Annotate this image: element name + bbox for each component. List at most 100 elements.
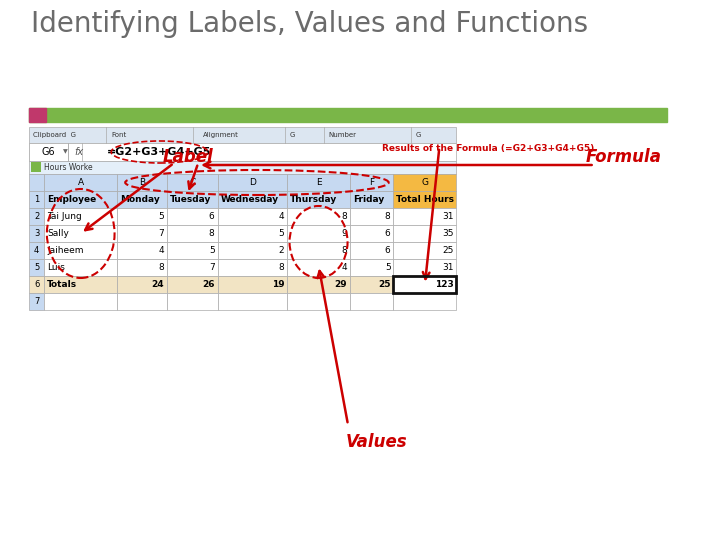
Text: 4: 4 bbox=[34, 246, 40, 255]
Text: ▼: ▼ bbox=[63, 150, 68, 154]
Bar bbox=[217, 276, 287, 293]
Bar bbox=[217, 293, 287, 310]
Text: Tuesday: Tuesday bbox=[170, 195, 212, 204]
Text: 5: 5 bbox=[158, 212, 164, 221]
Text: A: A bbox=[78, 178, 84, 187]
Text: Hours Worke: Hours Worke bbox=[43, 163, 92, 172]
Text: 6: 6 bbox=[209, 212, 215, 221]
Bar bbox=[117, 225, 167, 242]
Text: Results of the Formula (=G2+G3+G4+G5): Results of the Formula (=G2+G3+G4+G5) bbox=[382, 145, 594, 153]
Bar bbox=[45, 208, 117, 225]
Text: 6: 6 bbox=[384, 229, 390, 238]
Bar bbox=[287, 191, 350, 208]
Bar bbox=[350, 191, 393, 208]
Text: Sally: Sally bbox=[48, 229, 69, 238]
Bar bbox=[350, 276, 393, 293]
Text: 26: 26 bbox=[202, 280, 215, 289]
Bar bbox=[29, 191, 45, 208]
Text: Totals: Totals bbox=[48, 280, 78, 289]
Bar bbox=[117, 208, 167, 225]
Text: 6: 6 bbox=[34, 280, 40, 289]
Bar bbox=[45, 225, 117, 242]
Bar bbox=[393, 259, 456, 276]
Bar bbox=[29, 259, 45, 276]
Bar bbox=[287, 293, 350, 310]
Text: Wednesday: Wednesday bbox=[220, 195, 279, 204]
Text: Formula: Formula bbox=[585, 148, 662, 166]
Text: Identifying Labels, Values and Functions: Identifying Labels, Values and Functions bbox=[31, 10, 588, 38]
Text: 2: 2 bbox=[279, 246, 284, 255]
Bar bbox=[29, 242, 45, 259]
Text: Employee: Employee bbox=[48, 195, 96, 204]
Text: 7: 7 bbox=[158, 229, 164, 238]
Bar bbox=[45, 259, 117, 276]
Text: 8: 8 bbox=[341, 212, 347, 221]
Text: Jaiheem: Jaiheem bbox=[48, 246, 84, 255]
Text: 4: 4 bbox=[279, 212, 284, 221]
Bar bbox=[29, 108, 667, 122]
Bar bbox=[287, 242, 350, 259]
Bar bbox=[29, 174, 45, 191]
Bar bbox=[167, 259, 217, 276]
Text: Font: Font bbox=[111, 132, 127, 138]
Text: 8: 8 bbox=[279, 263, 284, 272]
Bar bbox=[167, 242, 217, 259]
Text: F: F bbox=[369, 178, 374, 187]
Bar bbox=[45, 191, 117, 208]
Bar bbox=[29, 225, 45, 242]
Text: 9: 9 bbox=[341, 229, 347, 238]
Bar bbox=[167, 293, 217, 310]
Text: 8: 8 bbox=[209, 229, 215, 238]
Bar bbox=[31, 162, 40, 172]
Bar bbox=[117, 259, 167, 276]
Bar bbox=[217, 191, 287, 208]
Bar bbox=[393, 225, 456, 242]
Text: fx: fx bbox=[74, 147, 84, 157]
Bar bbox=[393, 208, 456, 225]
Bar bbox=[350, 259, 393, 276]
Bar bbox=[29, 127, 456, 143]
Bar bbox=[167, 225, 217, 242]
Bar bbox=[393, 293, 456, 310]
Bar bbox=[217, 242, 287, 259]
Bar bbox=[167, 208, 217, 225]
Bar bbox=[350, 242, 393, 259]
Bar bbox=[287, 276, 350, 293]
Bar bbox=[29, 143, 456, 161]
Text: G6: G6 bbox=[42, 147, 55, 157]
Text: 5: 5 bbox=[279, 229, 284, 238]
Text: 35: 35 bbox=[442, 229, 454, 238]
Text: Values: Values bbox=[346, 433, 408, 451]
Bar bbox=[393, 242, 456, 259]
Text: 123: 123 bbox=[435, 280, 454, 289]
Bar bbox=[45, 293, 117, 310]
Text: 24: 24 bbox=[152, 280, 164, 289]
Bar bbox=[167, 191, 217, 208]
Bar bbox=[393, 276, 456, 293]
Text: 19: 19 bbox=[271, 280, 284, 289]
Text: 31: 31 bbox=[442, 212, 454, 221]
Text: E: E bbox=[316, 178, 321, 187]
Bar bbox=[393, 174, 456, 191]
Bar bbox=[29, 293, 45, 310]
Bar bbox=[393, 276, 456, 293]
Bar bbox=[117, 191, 167, 208]
Text: C: C bbox=[189, 178, 196, 187]
Bar bbox=[217, 259, 287, 276]
Text: Clipboard  G: Clipboard G bbox=[33, 132, 76, 138]
Text: 8: 8 bbox=[384, 212, 390, 221]
Bar bbox=[45, 276, 117, 293]
Text: Alignment: Alignment bbox=[203, 132, 239, 138]
Bar bbox=[287, 208, 350, 225]
Bar bbox=[217, 208, 287, 225]
Bar bbox=[29, 161, 456, 174]
Bar bbox=[29, 276, 45, 293]
Bar bbox=[393, 191, 456, 208]
Bar bbox=[29, 143, 68, 161]
Text: Total Hours: Total Hours bbox=[397, 195, 454, 204]
Text: 8: 8 bbox=[341, 246, 347, 255]
Text: G: G bbox=[415, 132, 421, 138]
Text: 29: 29 bbox=[335, 280, 347, 289]
Text: Monday: Monday bbox=[120, 195, 160, 204]
Text: 3: 3 bbox=[34, 229, 40, 238]
